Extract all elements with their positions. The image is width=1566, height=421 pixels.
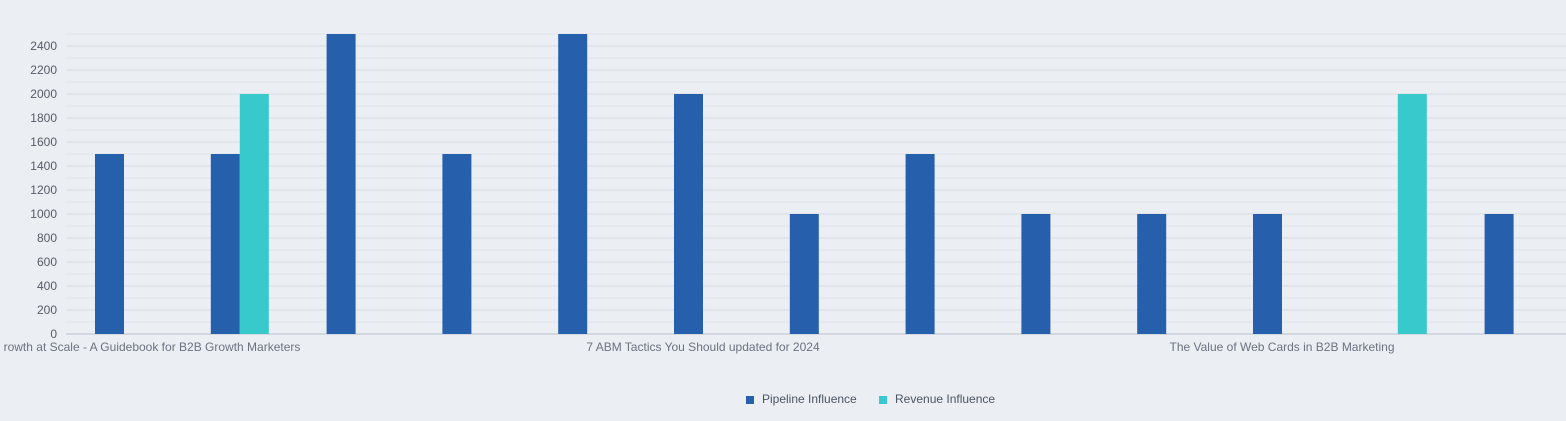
y-tick-label: 1200 [30, 183, 57, 197]
bar-pipeline-influence [674, 94, 703, 334]
legend: Pipeline Influence Revenue Influence [746, 392, 995, 406]
bar-pipeline-influence [442, 154, 472, 334]
bar-pipeline-influence [326, 34, 356, 334]
y-tick-label: 1600 [30, 135, 57, 149]
y-tick-label: 200 [37, 303, 57, 317]
y-tick-label: 1800 [30, 111, 57, 125]
y-tick-label: 2000 [30, 87, 57, 101]
y-tick-label: 600 [37, 255, 57, 269]
x-category-label: 7 ABM Tactics You Should updated for 202… [586, 340, 820, 354]
legend-swatch [879, 396, 887, 404]
legend-label: Pipeline Influence [762, 392, 857, 406]
y-tick-label: 800 [37, 231, 57, 245]
bar-revenue-influence [239, 94, 269, 334]
x-category-label: The Value of Web Cards in B2B Marketing [1170, 340, 1395, 354]
y-tick-label: 2200 [30, 63, 57, 77]
bar-pipeline-influence [905, 154, 935, 334]
grid-layer [66, 33, 1566, 323]
y-tick-label: 400 [37, 279, 57, 293]
bar-pipeline-influence [1484, 214, 1514, 334]
legend-swatch [746, 396, 754, 404]
y-tick-label: 1000 [30, 207, 57, 221]
bar-revenue-influence [1397, 94, 1427, 334]
bar-pipeline-influence [1253, 214, 1282, 334]
y-tick-label: 2400 [30, 39, 57, 53]
bar-pipeline-influence [789, 214, 819, 334]
bar-pipeline-influence [1021, 214, 1051, 334]
y-axis: 0 200 400 600 800 1000 1200 1400 1600 1800 2000 220… [30, 39, 1566, 341]
bar-pipeline-influence [558, 34, 588, 334]
bar-pipeline-influence [95, 154, 124, 334]
x-axis-labels: rowth at Scale - A Guidebook for B2B Gro… [4, 340, 1395, 354]
legend-label: Revenue Influence [895, 392, 995, 406]
bars [95, 34, 1514, 334]
y-tick-label: 0 [50, 327, 57, 341]
y-tick-label: 1400 [30, 159, 57, 173]
bar-pipeline-influence [210, 154, 240, 334]
x-category-label: rowth at Scale - A Guidebook for B2B Gro… [4, 340, 301, 354]
bar-pipeline-influence [1137, 214, 1167, 334]
